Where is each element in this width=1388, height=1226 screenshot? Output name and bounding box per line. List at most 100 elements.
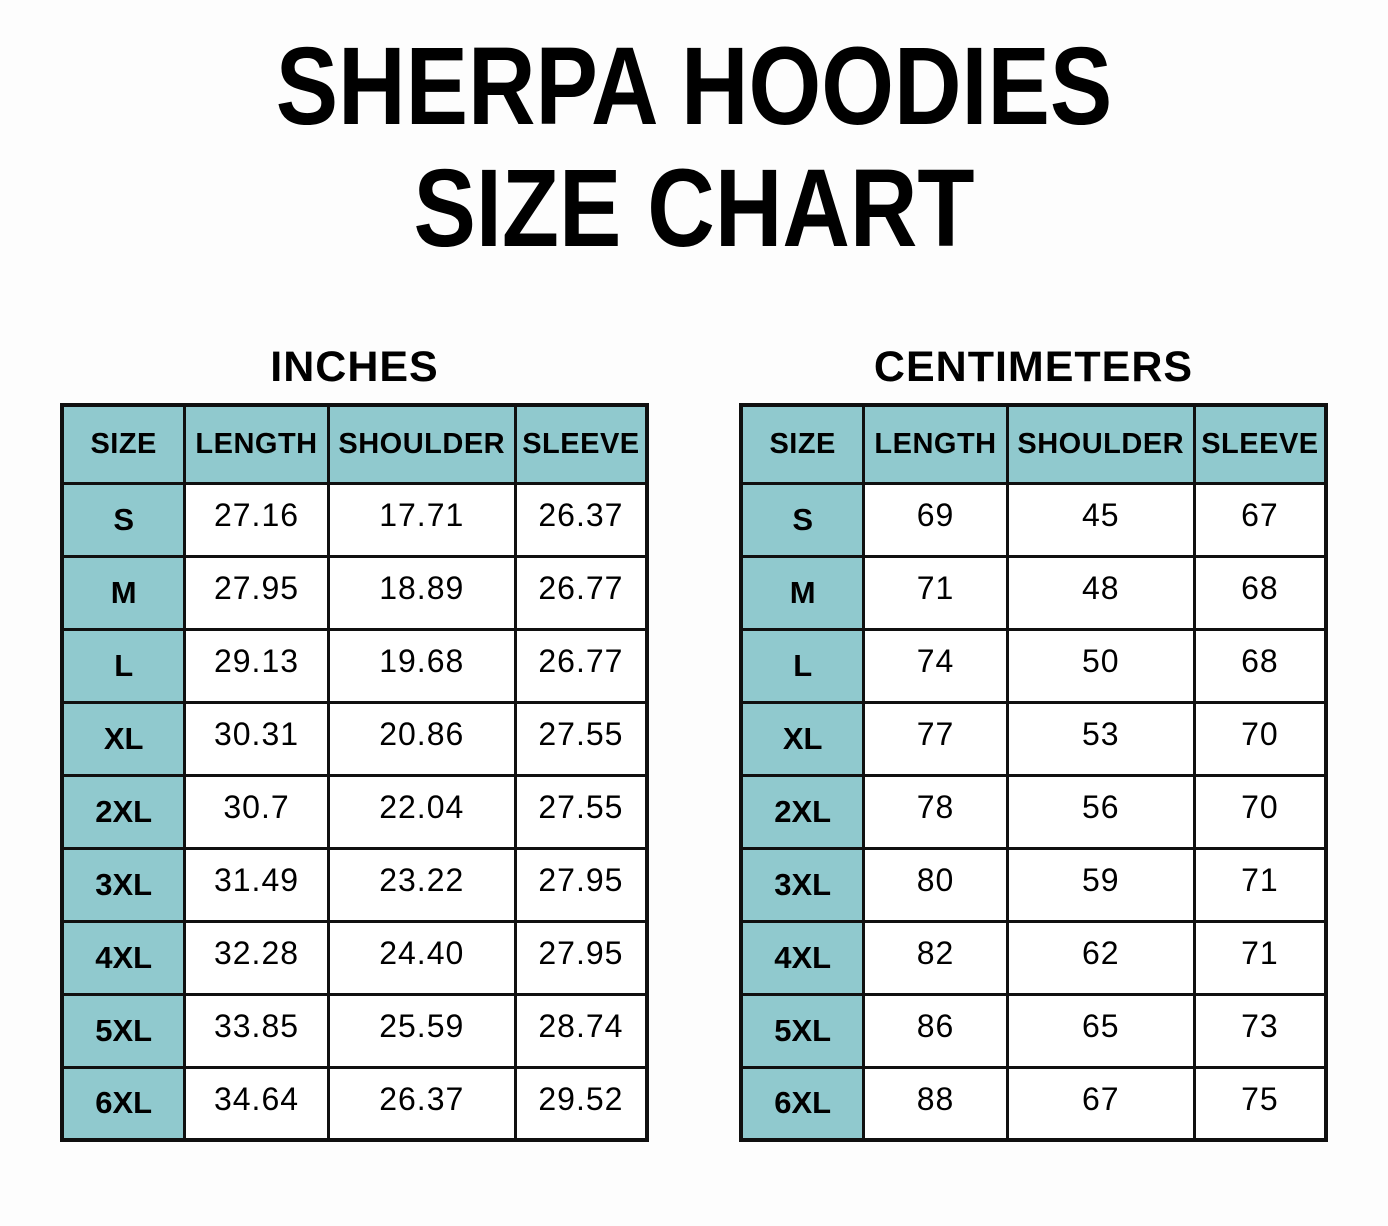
table-row: 2XL 30.7 22.04 27.55 (60, 773, 649, 850)
size-label-cell: S (739, 481, 866, 558)
measurement-cell: 32.28 (183, 919, 330, 996)
measurement-cell: 70 (1192, 700, 1328, 777)
measurement-cell: 26.37 (326, 1065, 517, 1142)
measurement-cell: 28.74 (513, 992, 649, 1069)
column-header-sleeve: SLEEVE (513, 403, 649, 485)
measurement-cell: 75 (1192, 1065, 1328, 1142)
size-tables-container: INCHES SIZE LENGTH SHOULDER SLEEVE S 27.1… (0, 342, 1388, 1143)
measurement-cell: 18.89 (326, 554, 517, 631)
page-title: SHERPA HOODIES SIZE CHART (0, 25, 1388, 271)
size-label-cell: 6XL (60, 1065, 187, 1142)
measurement-cell: 20.86 (326, 700, 517, 777)
size-label-cell: M (739, 554, 866, 631)
centimeters-table-body: S 69 45 67 M 71 48 68 L 74 50 68 XL 77 53 70 2XL 78 56 70 3X… (739, 481, 1328, 1142)
measurement-cell: 86 (862, 992, 1009, 1069)
size-label-cell: L (60, 627, 187, 704)
measurement-cell: 80 (862, 846, 1009, 923)
measurement-cell: 62 (1005, 919, 1196, 996)
measurement-cell: 70 (1192, 773, 1328, 850)
table-row: 6XL 88 67 75 (739, 1065, 1328, 1142)
column-header-sleeve: SLEEVE (1192, 403, 1328, 485)
inches-table-section: INCHES SIZE LENGTH SHOULDER SLEEVE S 27.1… (60, 342, 649, 1143)
size-label-cell: 4XL (739, 919, 866, 996)
measurement-cell: 65 (1005, 992, 1196, 1069)
measurement-cell: 59 (1005, 846, 1196, 923)
measurement-cell: 27.95 (183, 554, 330, 631)
measurement-cell: 88 (862, 1065, 1009, 1142)
measurement-cell: 33.85 (183, 992, 330, 1069)
column-header-size: SIZE (60, 403, 187, 485)
table-row: 5XL 33.85 25.59 28.74 (60, 992, 649, 1069)
measurement-cell: 73 (1192, 992, 1328, 1069)
inches-table-header: SIZE LENGTH SHOULDER SLEEVE (60, 403, 649, 485)
centimeters-size-table: SIZE LENGTH SHOULDER SLEEVE S 69 45 67 M 71 48… (739, 403, 1328, 1143)
size-label-cell: 3XL (60, 846, 187, 923)
inches-size-table: SIZE LENGTH SHOULDER SLEEVE S 27.16 17.71 2… (60, 403, 649, 1143)
measurement-cell: 53 (1005, 700, 1196, 777)
measurement-cell: 77 (862, 700, 1009, 777)
measurement-cell: 67 (1192, 481, 1328, 558)
centimeters-table-section: CENTIMETERS SIZE LENGTH SHOULDER SLEEVE … (739, 342, 1328, 1143)
measurement-cell: 19.68 (326, 627, 517, 704)
measurement-cell: 71 (862, 554, 1009, 631)
measurement-cell: 27.95 (513, 919, 649, 996)
measurement-cell: 27.95 (513, 846, 649, 923)
measurement-cell: 27.55 (513, 700, 649, 777)
table-row: 3XL 80 59 71 (739, 846, 1328, 923)
inches-table-body: S 27.16 17.71 26.37 M 27.95 18.89 26.77 L 29.13 19… (60, 481, 649, 1142)
centimeters-heading: CENTIMETERS (873, 342, 1194, 391)
measurement-cell: 74 (862, 627, 1009, 704)
column-header-length: LENGTH (862, 403, 1009, 485)
size-label-cell: L (739, 627, 866, 704)
size-label-cell: XL (60, 700, 187, 777)
measurement-cell: 56 (1005, 773, 1196, 850)
measurement-cell: 17.71 (326, 481, 517, 558)
table-row: 5XL 86 65 73 (739, 992, 1328, 1069)
measurement-cell: 34.64 (183, 1065, 330, 1142)
size-label-cell: M (60, 554, 187, 631)
column-header-shoulder: SHOULDER (1005, 403, 1196, 485)
table-row: S 69 45 67 (739, 481, 1328, 558)
size-label-cell: 5XL (739, 992, 866, 1069)
measurement-cell: 29.52 (513, 1065, 649, 1142)
table-row: L 29.13 19.68 26.77 (60, 627, 649, 704)
size-label-cell: 2XL (739, 773, 866, 850)
size-label-cell: S (60, 481, 187, 558)
header-row: SIZE LENGTH SHOULDER SLEEVE (60, 403, 649, 485)
measurement-cell: 26.37 (513, 481, 649, 558)
size-label-cell: 2XL (60, 773, 187, 850)
measurement-cell: 25.59 (326, 992, 517, 1069)
measurement-cell: 45 (1005, 481, 1196, 558)
measurement-cell: 30.31 (183, 700, 330, 777)
table-row: M 27.95 18.89 26.77 (60, 554, 649, 631)
measurement-cell: 69 (862, 481, 1009, 558)
column-header-size: SIZE (739, 403, 866, 485)
measurement-cell: 26.77 (513, 627, 649, 704)
table-row: 4XL 32.28 24.40 27.95 (60, 919, 649, 996)
measurement-cell: 31.49 (183, 846, 330, 923)
size-label-cell: XL (739, 700, 866, 777)
measurement-cell: 82 (862, 919, 1009, 996)
measurement-cell: 29.13 (183, 627, 330, 704)
table-row: M 71 48 68 (739, 554, 1328, 631)
page-title-line1: SHERPA HOODIES (275, 25, 1113, 148)
measurement-cell: 26.77 (513, 554, 649, 631)
centimeters-table-header: SIZE LENGTH SHOULDER SLEEVE (739, 403, 1328, 485)
table-row: 4XL 82 62 71 (739, 919, 1328, 996)
table-row: S 27.16 17.71 26.37 (60, 481, 649, 558)
inches-heading: INCHES (270, 342, 439, 391)
measurement-cell: 78 (862, 773, 1009, 850)
measurement-cell: 22.04 (326, 773, 517, 850)
table-row: L 74 50 68 (739, 627, 1328, 704)
size-label-cell: 3XL (739, 846, 866, 923)
size-label-cell: 4XL (60, 919, 187, 996)
measurement-cell: 68 (1192, 554, 1328, 631)
page-title-line2: SIZE CHART (413, 147, 975, 271)
table-row: 6XL 34.64 26.37 29.52 (60, 1065, 649, 1142)
measurement-cell: 23.22 (326, 846, 517, 923)
measurement-cell: 68 (1192, 627, 1328, 704)
size-label-cell: 6XL (739, 1065, 866, 1142)
measurement-cell: 50 (1005, 627, 1196, 704)
measurement-cell: 27.16 (183, 481, 330, 558)
measurement-cell: 24.40 (326, 919, 517, 996)
